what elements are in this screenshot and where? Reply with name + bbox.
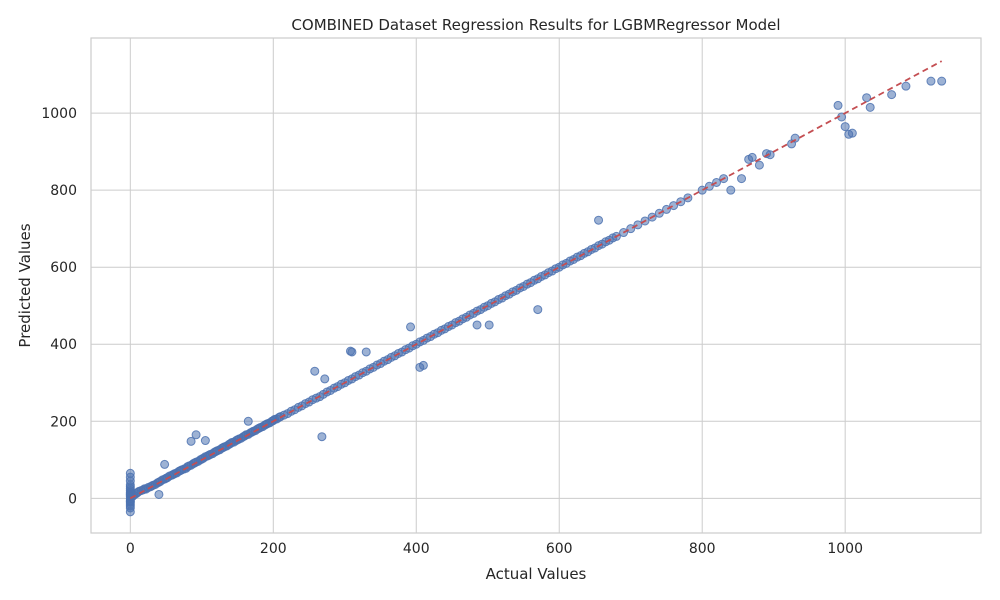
data-point (484, 320, 494, 330)
data-point (847, 128, 857, 138)
data-point (243, 416, 253, 426)
x-tick-label: 400 (403, 541, 430, 557)
data-point (747, 152, 757, 162)
x-tick-label: 800 (689, 541, 716, 557)
y-tick-label: 600 (50, 260, 77, 276)
y-tick-label: 1000 (41, 106, 77, 122)
x-tick-label: 200 (260, 541, 287, 557)
data-point (317, 432, 327, 442)
x-tick-label: 600 (546, 541, 573, 557)
data-point (125, 468, 135, 478)
y-tick-label: 800 (50, 183, 77, 199)
x-tick-label: 1000 (827, 541, 863, 557)
data-point (186, 436, 196, 446)
data-point (901, 81, 911, 91)
y-tick-label: 200 (50, 414, 77, 430)
data-point (887, 90, 897, 100)
data-point (418, 360, 428, 370)
data-point (154, 489, 164, 499)
y-axis-label: Predicted Values (16, 223, 34, 347)
data-point (937, 76, 947, 86)
data-point (200, 436, 210, 446)
chart-title: COMBINED Dataset Regression Results for … (291, 16, 780, 34)
data-point (160, 459, 170, 469)
y-tick-label: 400 (50, 337, 77, 353)
data-point (726, 185, 736, 195)
data-point (361, 347, 371, 357)
plot-frame (90, 37, 982, 534)
x-axis-label: Actual Values (486, 565, 587, 583)
data-point (754, 160, 764, 170)
data-point (533, 305, 543, 315)
data-point (833, 100, 843, 110)
data-point (865, 102, 875, 112)
data-point (594, 215, 604, 225)
grid-layer (91, 38, 981, 533)
points-layer (125, 76, 947, 517)
data-point (926, 76, 936, 86)
data-point (862, 93, 872, 103)
data-point (320, 374, 330, 384)
data-point (191, 430, 201, 440)
data-point (347, 347, 357, 357)
x-tick-label: 0 (126, 541, 135, 557)
data-point (472, 320, 482, 330)
data-point (840, 122, 850, 132)
reference-line (129, 60, 943, 500)
data-point (737, 174, 747, 184)
data-point (310, 366, 320, 376)
x-tick-labels: 0 200 400 600 800 1000 (126, 541, 863, 557)
y-tick-labels: 0 200 400 600 800 1000 (41, 106, 77, 507)
y-tick-label: 0 (68, 491, 77, 507)
data-point (406, 322, 416, 332)
data-point (125, 480, 135, 490)
